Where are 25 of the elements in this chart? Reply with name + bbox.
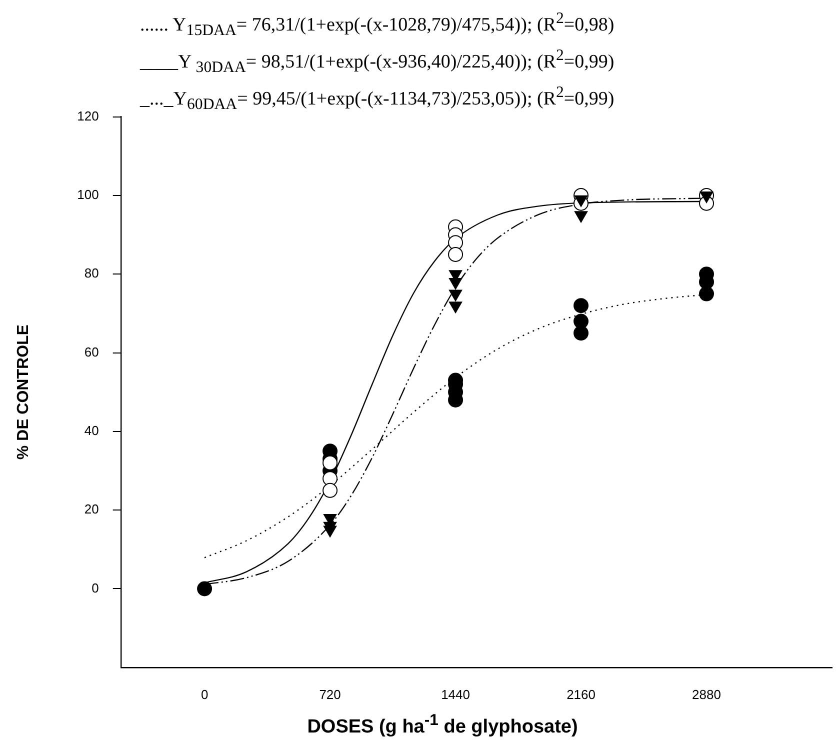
y-tick-label: 120 — [77, 108, 99, 124]
x-tick-label: 2160 — [566, 686, 596, 702]
text: _..._Y$_{60DAA}$= 99,45/(1+exp(-(x-1134,73)/253,05)); (R$^{2}$=0,99) — [140, 83, 614, 116]
y-tick-label: 60 — [84, 344, 99, 360]
point — [574, 326, 589, 341]
point — [699, 286, 714, 302]
x-tick-label: 1440 — [441, 686, 470, 702]
point — [448, 278, 462, 290]
y-tick-label: 80 — [84, 266, 99, 281]
x-tick-label: 0 — [200, 686, 208, 702]
point — [197, 581, 212, 596]
point — [323, 526, 337, 538]
point — [574, 298, 589, 314]
text: ____Y $_{30DAA}$= 98,51/(1+exp(-(x-936,40)/225,40)); (R$^{2}$=0,99) — [140, 46, 614, 78]
y-axis-title: % DE CONTROLE — [15, 324, 32, 460]
y-tick-label: 40 — [84, 423, 99, 438]
x-tick-label: 720 — [319, 686, 341, 702]
y-tick-label: 100 — [77, 187, 99, 202]
y-tick-label: 0 — [92, 580, 99, 596]
y-tick-label: 20 — [84, 502, 99, 517]
point — [322, 455, 338, 470]
x-tick-label: 2880 — [692, 686, 721, 702]
text: ...... Y$_{15DAA}$= 76,31/(1+exp(-(x-1028,79)/475,54)); (R$^{2}$=0,98) — [140, 9, 614, 42]
x-axis-title: DOSES (g ha$^{-1}$ de glyphosate) — [306, 712, 579, 738]
point — [322, 482, 338, 498]
